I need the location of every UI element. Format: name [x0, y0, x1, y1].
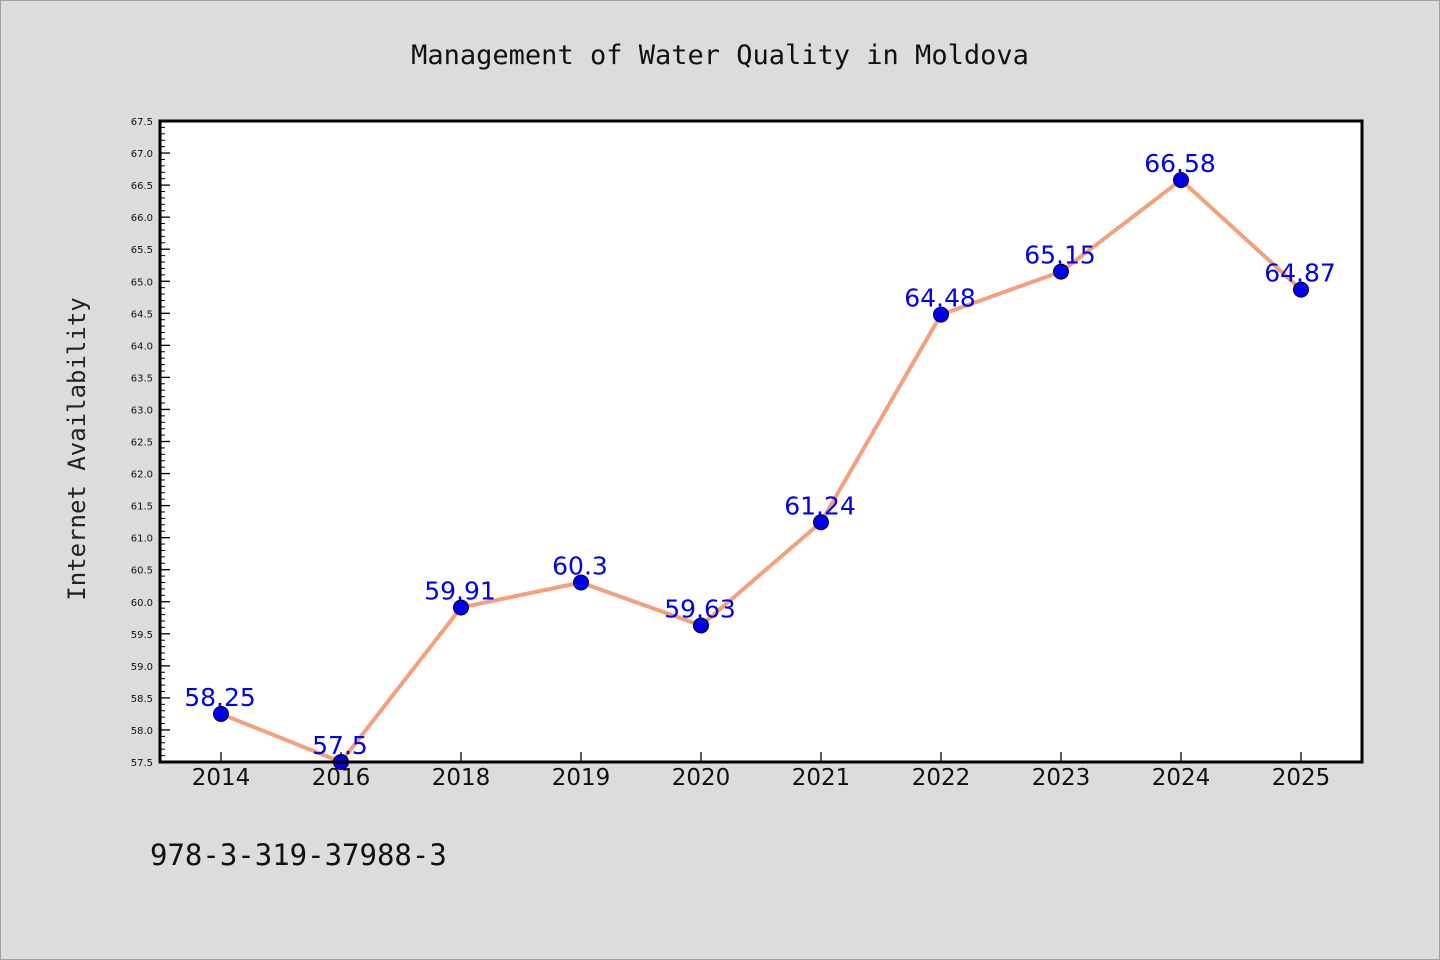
data-point [1173, 171, 1189, 188]
x-ticks [220, 752, 1302, 762]
y-tick-label: 57.5 [131, 758, 153, 769]
data-label: 64.87 [1264, 259, 1336, 288]
x-tick-label: 2025 [1272, 765, 1331, 791]
data-point [573, 574, 589, 591]
footer-code: 978-3-319-37988-3 [150, 838, 447, 872]
y-tick-label: 63.0 [131, 405, 153, 416]
y-tick-label: 59.5 [131, 630, 153, 641]
y-tick-labels: 57.5 58.0 58.5 59.0 59.5 60.0 60.5 61.0 61.5 62.0… [131, 117, 153, 769]
data-label: 66.58 [1144, 149, 1216, 178]
y-tick-label: 58.5 [131, 694, 153, 705]
data-point [213, 705, 229, 722]
data-points [213, 171, 1309, 770]
y-tick-label: 61.0 [131, 534, 153, 545]
y-tick-label: 64.0 [131, 341, 153, 352]
data-label: 64.48 [904, 284, 976, 313]
y-tick-label: 58.0 [131, 726, 153, 737]
x-tick-label: 2022 [912, 765, 971, 791]
y-tick-label: 65.5 [131, 245, 153, 256]
y-tick-label: 63.5 [131, 373, 153, 384]
data-label: 57.5 [312, 731, 368, 760]
data-label: 60.3 [552, 552, 608, 581]
y-tick-label: 65.0 [131, 277, 153, 288]
data-labels: 58.25 57.5 59.91 60.3 59.63 61.24 64.48 65.15 66… [184, 149, 1336, 760]
y-tick-label: 66.0 [131, 213, 153, 224]
y-axis-label: Internet Availability [63, 297, 91, 600]
y-tick-label: 64.5 [131, 309, 153, 320]
data-point [1293, 281, 1309, 298]
data-label: 61.24 [784, 491, 856, 520]
x-tick-label: 2021 [792, 765, 851, 791]
data-point [1053, 263, 1069, 280]
y-tick-label: 67.5 [131, 117, 153, 128]
x-tick-label: 2020 [672, 765, 731, 791]
plot-frame [158, 119, 1364, 764]
y-tick-label: 60.0 [131, 598, 153, 609]
y-tick-label: 62.0 [131, 470, 153, 481]
series-line [219, 177, 1303, 764]
data-point [813, 514, 829, 531]
data-label: 65.15 [1024, 241, 1096, 270]
y-tick-label: 62.5 [131, 438, 153, 449]
x-tick-label: 2024 [1152, 765, 1211, 791]
y-tick-label: 67.0 [131, 149, 153, 160]
x-tick-label: 2018 [432, 765, 491, 791]
data-label: 59.63 [664, 594, 736, 623]
y-tick-label: 60.5 [131, 566, 153, 577]
data-point [453, 599, 469, 616]
x-tick-labels: 2014 2016 2018 2019 2020 2021 2022 2023 2024 2025 [192, 765, 1331, 791]
y-tick-label: 61.5 [131, 502, 153, 513]
y-tick-label: 66.5 [131, 181, 153, 192]
plot-area [160, 121, 1362, 762]
data-label: 59.91 [424, 577, 496, 606]
x-tick-label: 2014 [192, 765, 251, 791]
data-point [693, 617, 709, 634]
data-point [933, 306, 949, 323]
chart-title: Management of Water Quality in Moldova [411, 40, 1029, 71]
x-tick-label: 2023 [1032, 765, 1091, 791]
x-tick-label: 2019 [552, 765, 611, 791]
y-tick-label: 59.0 [131, 662, 153, 673]
data-label: 58.25 [184, 683, 256, 712]
